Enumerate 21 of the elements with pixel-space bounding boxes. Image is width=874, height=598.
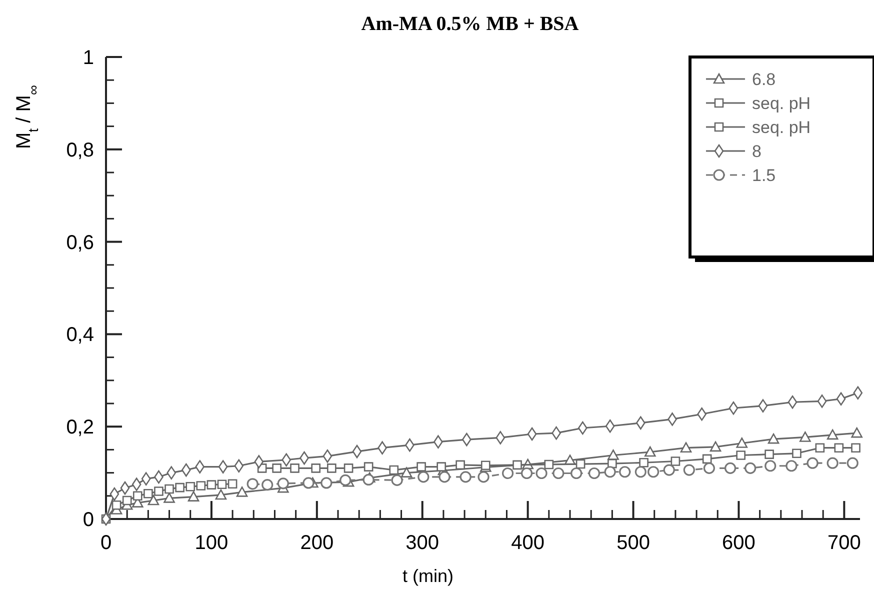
x-axis-title: t (min) [402,566,454,586]
legend-label: 8 [752,142,762,161]
legend-label: 1.5 [752,166,776,185]
y-tick-label: 1 [82,47,94,69]
x-tick-label: 600 [722,532,756,554]
x-tick-label: 300 [406,532,440,554]
legend-label: seq. pH [752,118,811,137]
x-tick-label: 0 [100,532,112,554]
y-tick-label: 0,8 [66,139,94,162]
y-tick-label: 0,4 [66,324,94,346]
x-tick-label: 100 [194,532,228,554]
x-tick-label: 500 [616,532,650,554]
legend-label: seq. pH [752,94,811,113]
chart-title: Am-MA 0.5% MB + BSA [361,13,580,35]
x-tick-label: 700 [827,532,861,554]
legend-label: 6.8 [752,70,776,89]
x-tick-label: 200 [300,532,334,554]
x-tick-label: 400 [511,532,545,554]
y-tick-label: 0,2 [66,416,94,439]
y-tick-label: 0 [82,509,94,531]
y-tick-label: 0,6 [66,232,94,254]
